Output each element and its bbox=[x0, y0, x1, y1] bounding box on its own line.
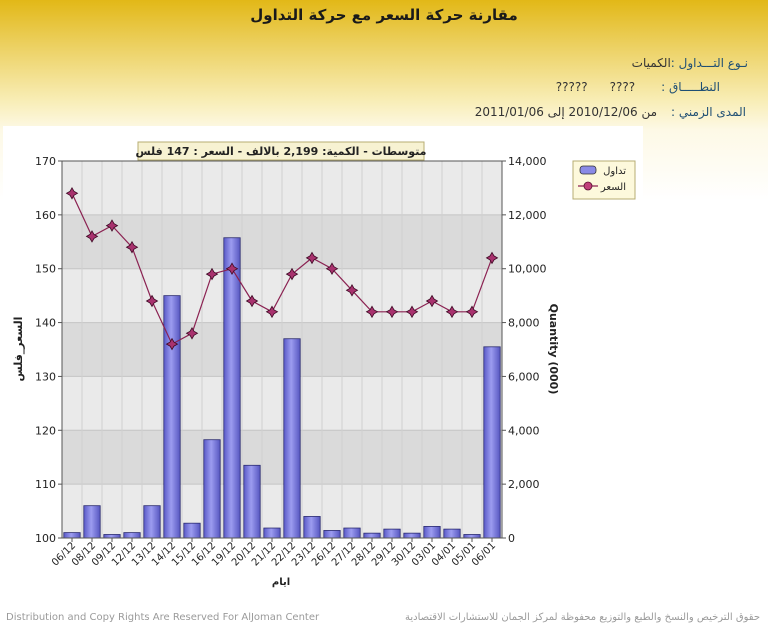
volume-bar bbox=[183, 522, 201, 539]
left-tick-label: 140 bbox=[35, 317, 56, 330]
y-axis-left-label: السعر_فلس bbox=[12, 317, 25, 382]
price-point bbox=[225, 262, 239, 276]
volume-bar bbox=[243, 464, 261, 539]
right-tick-label: 8,000 bbox=[508, 317, 540, 330]
footer-copyright-english: Distribution and Copy Rights Are Reserve… bbox=[6, 612, 320, 623]
volume-bar bbox=[303, 516, 321, 539]
volume-bar bbox=[443, 528, 461, 539]
volume-bar bbox=[383, 528, 401, 539]
trade-type-label: نـوع التـــداول : bbox=[670, 56, 748, 70]
volume-bar bbox=[403, 532, 421, 539]
volume-bar bbox=[203, 439, 221, 539]
period-label: المدى الزمني : bbox=[671, 105, 746, 119]
legend-volume-swatch bbox=[579, 165, 597, 175]
trade-type-value: الكميات bbox=[631, 56, 671, 70]
price-line-path bbox=[71, 193, 493, 345]
volume-bar bbox=[63, 532, 81, 539]
price-point bbox=[485, 251, 499, 265]
volume-bar bbox=[223, 237, 241, 539]
x-axis-ticks: 06/1208/1209/1212/1213/1214/1215/1216/12… bbox=[50, 538, 498, 569]
left-axis-ticks: 100 110 120 130 140 150 160 170 bbox=[35, 155, 62, 545]
volume-bar bbox=[83, 505, 101, 539]
price-point bbox=[205, 267, 219, 281]
legend: تداول السعر bbox=[572, 160, 636, 200]
period-row: المدى الزمني : من 2010/12/06 إلى 2011/01/… bbox=[475, 105, 746, 119]
right-tick-label: 14,000 bbox=[508, 155, 547, 168]
range-value-1: ???? bbox=[609, 80, 636, 94]
volume-bar bbox=[323, 530, 341, 539]
volume-bar bbox=[143, 505, 161, 539]
price-point bbox=[125, 240, 139, 254]
volume-bar bbox=[483, 346, 501, 539]
left-tick-label: 130 bbox=[35, 370, 56, 383]
legend-price-marker bbox=[583, 181, 593, 191]
price-point bbox=[445, 305, 459, 319]
volume-bar bbox=[463, 534, 481, 539]
price-point bbox=[165, 337, 179, 351]
price-point bbox=[105, 219, 119, 232]
price-point bbox=[325, 262, 339, 276]
page-title: مقارنة حركة السعر مع حركة التداول bbox=[250, 6, 518, 24]
price-point bbox=[425, 294, 439, 308]
price-point bbox=[65, 186, 79, 200]
price-point bbox=[285, 267, 299, 281]
plot-border bbox=[61, 160, 503, 539]
y-axis-right-label: Quantity (000) bbox=[547, 304, 560, 395]
x-axis-label: ايام bbox=[272, 577, 290, 588]
right-tick-label: 4,000 bbox=[508, 424, 540, 437]
price-line bbox=[65, 186, 499, 351]
right-tick-label: 0 bbox=[508, 532, 515, 545]
legend-volume-label: تداول bbox=[603, 166, 626, 177]
axes bbox=[61, 160, 503, 539]
price-point bbox=[365, 305, 379, 319]
volume-bar bbox=[363, 532, 381, 539]
price-point bbox=[145, 294, 159, 308]
left-tick-label: 120 bbox=[35, 424, 56, 437]
volume-bar bbox=[103, 534, 121, 539]
left-tick-label: 160 bbox=[35, 209, 56, 222]
price-point bbox=[305, 251, 319, 265]
range-label: النطـــــاق : bbox=[661, 80, 720, 94]
period-value: من 2010/12/06 إلى 2011/01/06 bbox=[474, 105, 658, 119]
volume-bar bbox=[123, 532, 141, 539]
footer-copyright-arabic: حقوق الترخيص والنسخ والطبع والتوزيع محفو… bbox=[404, 612, 760, 623]
range-row: النطـــــاق :????????? bbox=[556, 80, 720, 94]
price-point bbox=[85, 230, 99, 243]
volume-bar bbox=[263, 527, 281, 539]
right-tick-label: 12,000 bbox=[508, 209, 547, 222]
left-tick-label: 170 bbox=[35, 155, 56, 168]
right-axis-ticks: 0 2,000 4,000 6,000 8,000 10,000 12,000 14,000 bbox=[502, 155, 547, 545]
range-value-2: ????? bbox=[555, 80, 588, 94]
trade-type-row: نـوع التـــداول :الكميات bbox=[632, 56, 748, 70]
volume-bar bbox=[283, 338, 301, 539]
legend-price-label: السعر bbox=[600, 182, 626, 193]
average-annotation: متوسطات - الكمية: 2,199 بالالف - السعر :… bbox=[136, 141, 427, 161]
price-point bbox=[185, 326, 199, 340]
left-tick-label: 150 bbox=[35, 263, 56, 276]
volume-bars bbox=[63, 237, 501, 539]
price-point bbox=[345, 283, 359, 297]
average-annotation-text: متوسطات - الكمية: 2,199 بالالف - السعر :… bbox=[136, 145, 427, 158]
right-tick-label: 6,000 bbox=[508, 370, 540, 383]
right-tick-label: 2,000 bbox=[508, 478, 540, 491]
volume-bar bbox=[423, 526, 441, 539]
price-point bbox=[385, 305, 399, 319]
price-point bbox=[405, 305, 419, 319]
right-tick-label: 10,000 bbox=[508, 263, 547, 276]
price-point bbox=[245, 294, 259, 308]
price-point bbox=[265, 305, 279, 319]
volume-bar bbox=[343, 527, 361, 539]
left-tick-label: 100 bbox=[35, 532, 56, 545]
left-tick-label: 110 bbox=[35, 478, 56, 491]
price-point bbox=[465, 305, 479, 319]
